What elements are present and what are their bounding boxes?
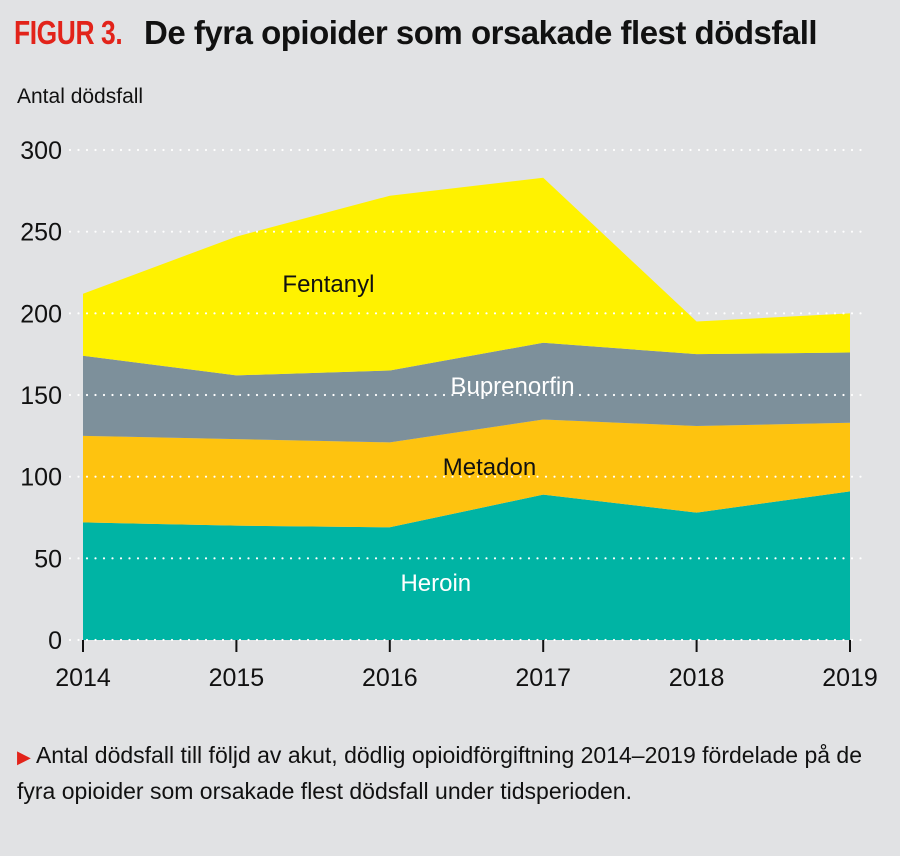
area-fentanyl [83, 177, 850, 376]
series-label-heroin: Heroin [400, 570, 471, 597]
area-heroin [83, 491, 850, 640]
y-tick-label: 150 [20, 382, 62, 410]
area-metadon [83, 419, 850, 528]
y-tick-label: 300 [20, 137, 62, 165]
x-tick-label: 2018 [669, 664, 725, 692]
y-tick-label: 100 [20, 464, 62, 492]
area-buprenorfin [83, 342, 850, 443]
title-text: De fyra opioider som orsakade flest döds… [144, 14, 818, 51]
figure-label: FIGUR 3. [14, 14, 123, 51]
y-tick-label: 0 [48, 627, 62, 655]
y-tick-label: 50 [34, 545, 62, 573]
triangle-marker-icon: ▶ [17, 747, 31, 767]
y-tick-label: 200 [20, 300, 62, 328]
series-label-metadon: Metadon [443, 454, 536, 481]
caption-text: Antal dödsfall till följd av akut, dödli… [17, 742, 863, 804]
x-tick-label: 2019 [822, 664, 878, 692]
stacked-area-chart: Heroin Metadon Buprenorfin Fentanyl 0 50 100 15… [20, 137, 878, 692]
x-tick-label: 2017 [515, 664, 571, 692]
x-tick-label: 2016 [362, 664, 418, 692]
x-tick-label: 2015 [209, 664, 265, 692]
y-axis-label: Antal dödsfall [17, 85, 144, 108]
chart-title: FIGUR 3. De fyra opioider som orsakade f… [14, 14, 818, 52]
x-tick-label: 2014 [55, 664, 111, 692]
y-tick-label: 250 [20, 219, 62, 247]
caption: ▶ Antal dödsfall till följd av akut, död… [17, 738, 877, 808]
series-label-buprenorfin: Buprenorfin [450, 373, 574, 400]
series-label-fentanyl: Fentanyl [282, 271, 374, 298]
